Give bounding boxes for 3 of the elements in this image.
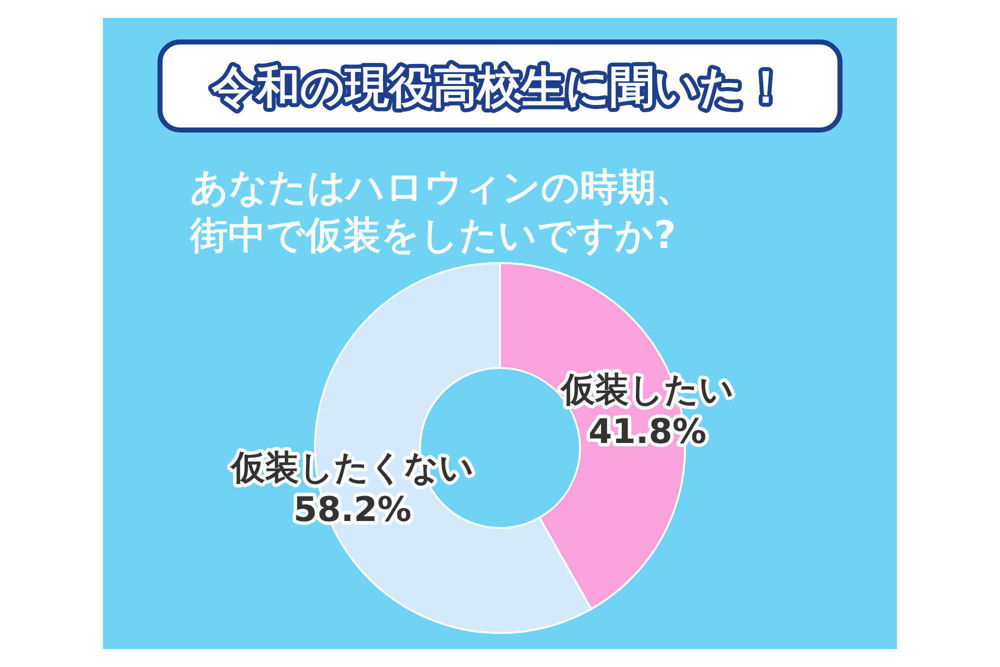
chart-subtitle: あなたはハロウィンの時期、街中で仮装をしたいですか? xyxy=(189,165,694,257)
data-label: 58.2% xyxy=(294,490,412,530)
slice-label: 仮装したくない xyxy=(229,448,474,488)
